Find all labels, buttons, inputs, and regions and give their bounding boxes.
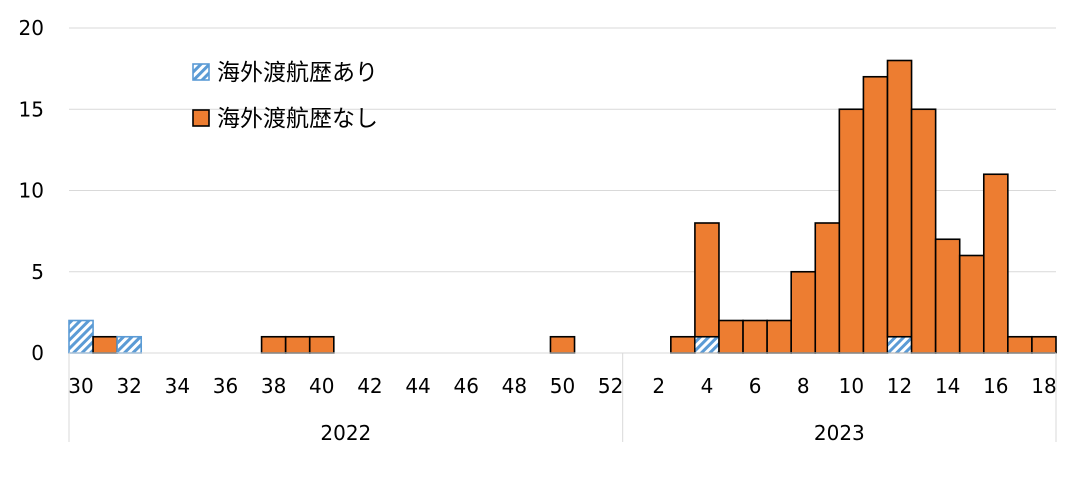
legend-swatch-with-travel — [192, 63, 210, 81]
bar-without-travel — [934, 238, 961, 354]
y-tick-label: 20 — [19, 16, 44, 40]
legend-swatch-without-travel — [192, 109, 210, 127]
bar-without-travel — [1031, 335, 1057, 354]
x-tick-label: 10 — [839, 374, 864, 398]
bar-without-travel — [742, 319, 768, 354]
x-tick-label: 16 — [983, 374, 1008, 398]
x-tick-label: 42 — [357, 374, 382, 398]
y-tick-label: 15 — [19, 97, 44, 121]
year-label: 2023 — [814, 421, 865, 445]
bar-without-travel — [862, 75, 889, 354]
legend: 海外渡航歴あり 海外渡航歴なし — [192, 60, 378, 132]
bar-with-travel — [886, 336, 913, 354]
legend-label-with-travel: 海外渡航歴あり — [217, 60, 378, 86]
legend-label-without-travel: 海外渡航歴なし — [217, 106, 378, 132]
bar-without-travel — [549, 335, 576, 354]
x-tick-label: 8 — [797, 374, 810, 398]
x-tick-label: 52 — [598, 374, 623, 398]
bar-without-travel — [718, 319, 744, 354]
x-tick-label: 34 — [165, 374, 190, 398]
bar-without-travel — [92, 335, 118, 354]
x-tick-label: 30 — [68, 374, 93, 398]
bar-without-travel — [814, 222, 841, 354]
bar-without-travel — [766, 319, 792, 354]
bar-with-travel — [116, 335, 143, 354]
x-tick-label: 18 — [1031, 374, 1056, 398]
x-tick-label: 14 — [935, 374, 960, 398]
x-tick-label: 40 — [309, 374, 334, 398]
y-tick-label: 5 — [31, 260, 44, 284]
bar-without-travel — [910, 108, 937, 354]
bar-without-travel — [260, 335, 287, 354]
x-tick-label: 38 — [261, 374, 286, 398]
x-tick-label: 46 — [453, 374, 478, 398]
bar-with-travel — [68, 319, 94, 354]
bar-without-travel — [838, 108, 865, 354]
x-tick-label: 6 — [749, 374, 762, 398]
x-tick-label: 32 — [116, 374, 141, 398]
bar-without-travel — [790, 270, 817, 354]
bar-without-travel — [982, 173, 1009, 354]
bar-without-travel — [670, 335, 696, 354]
bar-without-travel — [308, 335, 335, 354]
x-tick-label: 36 — [213, 374, 238, 398]
x-tick-label: 4 — [701, 374, 714, 398]
x-tick-label: 50 — [550, 374, 575, 398]
y-tick-label: 0 — [31, 341, 44, 365]
bar-without-travel — [1007, 335, 1033, 354]
x-tick-label: 12 — [887, 374, 912, 398]
bars — [68, 59, 1057, 354]
x-tick-label: 2 — [652, 374, 665, 398]
bar-without-travel — [284, 335, 311, 354]
x-tick-label: 44 — [405, 374, 430, 398]
year-label: 2022 — [320, 421, 371, 445]
bar-without-travel — [958, 254, 985, 354]
bar-without-travel — [694, 222, 720, 338]
x-tick-label: 48 — [502, 374, 527, 398]
y-tick-label: 10 — [19, 179, 44, 203]
bar-with-travel — [694, 336, 720, 354]
bar-without-travel — [886, 59, 913, 338]
